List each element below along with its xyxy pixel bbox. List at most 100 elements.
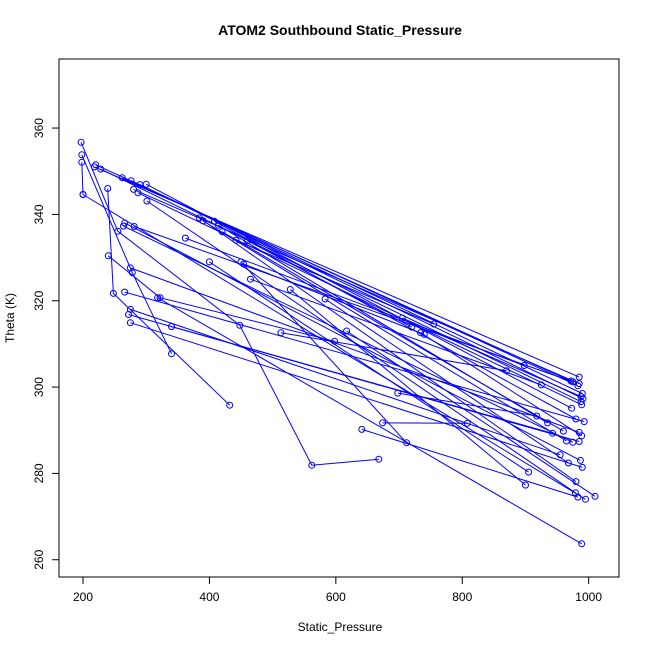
y-tick-label: 340	[32, 204, 46, 224]
data-point	[126, 319, 134, 327]
x-tick-label: 400	[199, 590, 219, 604]
series-line	[157, 297, 582, 545]
data-point	[574, 493, 582, 501]
data-point	[575, 438, 583, 445]
series-profile-7	[97, 165, 585, 406]
series-profile-30	[205, 258, 533, 476]
y-axis-label: Theta (K)	[3, 293, 17, 343]
series-line	[107, 188, 231, 406]
series-profile-24	[143, 197, 579, 497]
series-line	[137, 192, 582, 406]
series-line	[185, 237, 525, 366]
data-point	[218, 228, 226, 236]
data-point	[130, 185, 138, 193]
series-profile-34	[232, 236, 438, 328]
data-point	[154, 294, 162, 302]
data-point	[563, 437, 570, 445]
x-tick-label: 1000	[575, 590, 602, 604]
series-profile-4	[79, 191, 589, 503]
series-profile-43	[358, 425, 582, 501]
data-point	[240, 260, 248, 268]
data-point	[79, 191, 87, 198]
x-tick-label: 200	[73, 590, 93, 604]
data-point	[243, 237, 251, 245]
series-profile-27	[181, 234, 528, 369]
data-point	[127, 177, 135, 185]
data-point	[417, 329, 424, 337]
series-profile-44	[379, 419, 471, 427]
data-point	[232, 236, 240, 244]
data-point	[394, 389, 402, 397]
y-tick-label: 280	[32, 463, 46, 483]
series-line	[235, 239, 434, 325]
series-line	[145, 183, 572, 409]
data-point	[126, 305, 134, 313]
series-profile-45	[394, 389, 541, 420]
data-point	[205, 258, 213, 266]
series-profile-37	[243, 237, 416, 331]
y-tick-label: 300	[32, 377, 46, 397]
data-point	[168, 323, 175, 331]
data-point	[549, 429, 557, 437]
x-axis-label: Static_Pressure	[298, 620, 383, 634]
data-point	[525, 468, 533, 476]
data-point	[199, 217, 207, 225]
series-line	[130, 308, 561, 456]
series-line	[361, 428, 579, 498]
series-profile-19	[130, 185, 583, 388]
data-point	[130, 223, 138, 230]
data-point	[286, 286, 294, 293]
data-point	[572, 415, 580, 423]
series-profile-26	[168, 323, 557, 437]
data-point	[134, 189, 142, 197]
data-point	[503, 367, 510, 375]
series-line	[420, 332, 582, 437]
data-point	[582, 495, 589, 503]
series-line	[243, 263, 425, 335]
series-line	[346, 330, 596, 497]
data-point	[97, 165, 105, 173]
data-point	[564, 459, 572, 467]
data-point	[104, 185, 112, 192]
series-line	[123, 225, 574, 443]
series-profile-46	[398, 314, 585, 401]
x-tick-label: 800	[452, 590, 472, 604]
data-point	[277, 329, 285, 337]
series-line	[81, 162, 84, 195]
series-line	[240, 261, 407, 444]
data-point	[576, 456, 584, 464]
series-line	[133, 188, 580, 385]
data-point	[575, 380, 583, 388]
data-point	[118, 174, 126, 182]
series-line	[401, 317, 582, 398]
series-profile-39	[277, 329, 510, 375]
data-point	[77, 138, 85, 146]
data-point	[578, 540, 586, 548]
plot-frame	[58, 58, 620, 578]
data-point	[109, 289, 117, 297]
series-profile-42	[343, 327, 599, 500]
data-point	[375, 455, 383, 463]
series-line	[130, 322, 583, 468]
series-line	[247, 240, 412, 328]
data-point	[578, 463, 586, 471]
data-point	[420, 330, 428, 338]
data-point	[537, 381, 545, 389]
series-line	[397, 392, 537, 417]
x-tick-label: 600	[326, 590, 346, 604]
series-profile-41	[321, 295, 572, 467]
data-point	[520, 362, 528, 369]
data-point	[78, 151, 86, 159]
series-profile-17	[126, 319, 586, 471]
series-profile-40	[286, 286, 529, 489]
series-line	[139, 184, 584, 400]
data-point	[559, 427, 567, 435]
series-profile-2	[78, 151, 175, 358]
series-line	[214, 220, 577, 420]
data-point	[92, 161, 100, 169]
data-point	[522, 481, 529, 489]
data-point	[321, 295, 329, 303]
x-axis: 200 400 600 800 1000	[73, 577, 602, 604]
data-point	[104, 252, 112, 260]
data-point	[181, 234, 189, 242]
